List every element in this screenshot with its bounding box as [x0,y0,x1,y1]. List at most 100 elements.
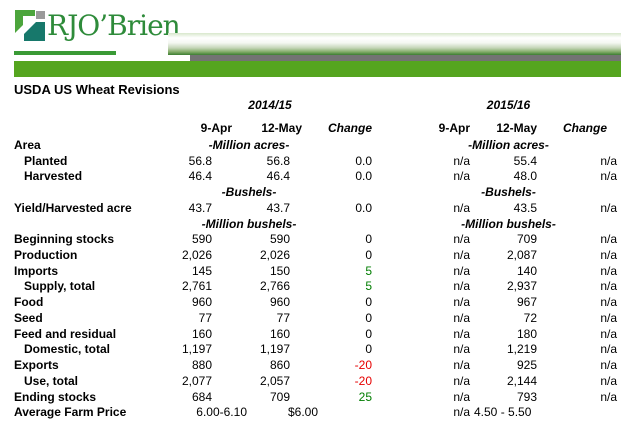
cell-value: 2,077 [181,373,212,388]
cell-change: n/a [600,358,617,373]
header-gray-bar [190,55,621,61]
cell-value: 960 [191,295,212,310]
cell-change: n/a [600,389,617,404]
cell-value: 2,144 [506,373,537,388]
cell-change: n/a [600,326,617,341]
col-header-12may-1: 12-May [261,121,302,135]
cell-change: 0 [365,310,372,325]
cell-value: 2,026 [181,248,212,263]
cell-value: n/a [453,153,470,168]
cell-value: 72 [523,310,537,325]
cell-value: 77 [198,310,212,325]
cell-value: 2,057 [259,373,290,388]
header-gradient-bar [168,33,621,55]
cell-value: 160 [269,326,290,341]
cell-change: 0.0 [355,153,372,168]
cell-value: 590 [269,232,290,247]
cell-change: 0 [365,248,372,263]
cell-value: 1,197 [181,342,212,357]
cell-change: n/a [600,232,617,247]
row-label: Beginning stocks [14,232,115,247]
year-header-2014-15: 2014/15 [248,98,292,112]
cell-value: 709 [269,389,290,404]
cell-value: 2,761 [181,279,212,294]
row-label: Harvested [24,169,83,184]
cell-change: 0 [365,295,372,310]
units-label: -Million acres- [468,138,549,152]
cell-value: 590 [191,232,212,247]
cell-change: 0.0 [355,169,372,184]
row-label: Domestic, total [24,342,111,357]
cell-value: 925 [516,358,537,373]
cell-value: 1,219 [506,342,537,357]
units-label: -Bushels- [221,185,277,200]
cell-value: 48.0 [513,169,537,184]
spacer-cell [14,217,150,233]
col-header-9apr-2: 9-Apr [438,121,470,135]
cell-value: n/a [453,310,470,325]
rjobrien-logo-icon [15,10,45,41]
cell-value: n/a [453,200,470,215]
wheat-revisions-table: 2014/15 2015/16 9-Apr 12-May Change 9-Ap… [14,98,621,421]
cell-value: 43.5 [513,200,537,215]
spacer-cell [14,116,150,138]
units-label: -Million bushels- [201,216,297,231]
cell-value: 793 [516,389,537,404]
row-label: Planted [24,153,68,168]
cell-change: 0.0 [355,200,372,215]
row-label: Ending stocks [14,389,97,404]
cell-value: 880 [191,358,212,373]
cell-value: 56.8 [266,153,290,168]
cell-change: n/a [600,248,617,263]
cell-change: 0 [365,342,372,357]
row-label: Average Farm Price [14,405,127,420]
cell-value: n/a [453,389,470,404]
cell-change: n/a [600,169,617,184]
cell-value: $6.00 [287,405,318,420]
cell-value: 140 [516,263,537,278]
row-label: Yield/Harvested acre [14,200,132,215]
cell-change: 25 [358,389,372,404]
cell-value: n/a [453,279,470,294]
cell-value: 4.50 - 5.50 [474,405,532,420]
cell-value: 684 [191,389,212,404]
cell-value: n/a [453,358,470,373]
cell-change: n/a [600,279,617,294]
cell-value: 180 [516,326,537,341]
cell-value: 55.4 [513,153,537,168]
cell-value: 46.4 [188,169,212,184]
cell-value: 2,026 [259,248,290,263]
units-label: -Bushels- [481,185,536,200]
cell-value: 967 [516,295,537,310]
cell-change: 5 [365,263,372,278]
cell-value: 2,766 [259,279,290,294]
cell-value: n/a [453,248,470,263]
cell-change: n/a [600,295,617,310]
row-label: Food [14,295,44,310]
cell-change: 0 [365,232,372,247]
units-label: -Million acres- [208,138,290,152]
cell-value: 2,087 [506,248,537,263]
cell-value: 43.7 [188,200,212,215]
row-label: Production [14,248,78,263]
cell-change: n/a [600,200,617,215]
units-label: -Million bushels- [461,216,556,231]
cell-value: n/a [453,263,470,278]
cell-change: -20 [354,373,372,388]
row-label: Area [14,138,41,152]
row-label: Use, total [24,373,79,388]
cell-value: 43.7 [266,200,290,215]
cell-value: 46.4 [266,169,290,184]
row-label: Imports [14,263,59,278]
col-header-9apr-1: 9-Apr [200,121,232,135]
cell-value: 145 [191,263,212,278]
cell-change: n/a [600,373,617,388]
row-label: Feed and residual [14,326,117,341]
spacer-cell [14,98,150,116]
cell-value: n/a [453,326,470,341]
spacer-cell [14,185,150,201]
col-header-change-1: Change [327,121,372,135]
cell-change: n/a [600,263,617,278]
row-label: Supply, total [24,279,96,294]
row-label: Exports [14,358,59,373]
